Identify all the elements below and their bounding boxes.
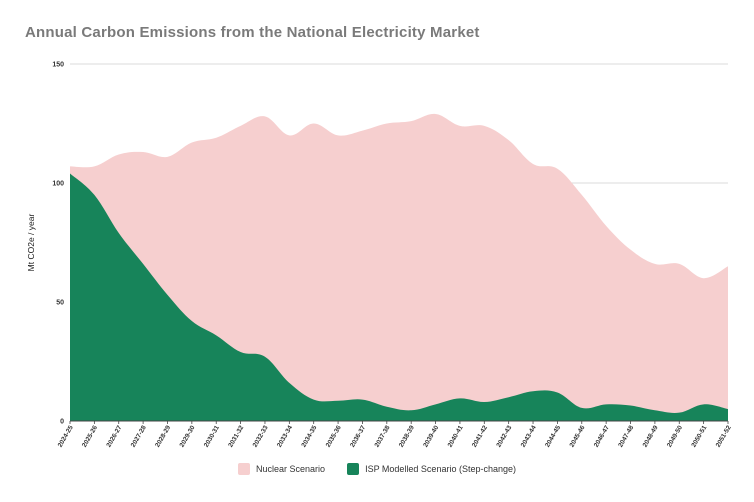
x-tick-label: 2042-43 (495, 424, 513, 448)
y-tick-label: 50 (56, 300, 64, 307)
x-tick-label: 2029-30 (179, 424, 197, 448)
x-tick-label: 2024-25 (57, 424, 75, 448)
x-tick-label: 2025-26 (81, 424, 99, 448)
x-tick-label: 2028-29 (154, 424, 172, 448)
x-tick-label: 2033-34 (276, 424, 294, 448)
x-tick-label: 2027-28 (130, 424, 148, 448)
x-tick-label: 2041-42 (471, 424, 489, 448)
series-area-isp (70, 173, 728, 421)
x-tick-label: 2036-37 (349, 424, 367, 448)
x-tick-label: 2037-38 (374, 424, 392, 448)
x-tick-label: 2049-50 (666, 424, 684, 448)
x-tick-label: 2051-52 (715, 424, 733, 448)
legend-label-isp: ISP Modelled Scenario (Step-change) (365, 464, 516, 474)
x-tick-label: 2035-36 (325, 424, 343, 448)
y-axis-label: Mt CO2e / year (26, 214, 36, 272)
legend-swatch-isp (347, 463, 360, 475)
x-tick-label: 2045-46 (569, 424, 587, 448)
y-tick-label: 100 (52, 181, 64, 188)
legend-swatch-nuclear (238, 463, 251, 475)
x-tick-label: 2034-35 (300, 424, 318, 448)
legend-label-nuclear: Nuclear Scenario (256, 464, 326, 474)
y-tick-label: 0 (60, 419, 64, 426)
chart-legend: Nuclear Scenario ISP Modelled Scenario (… (0, 463, 754, 475)
x-tick-label: 2050-51 (690, 424, 708, 448)
x-tick-label: 2038-39 (398, 424, 416, 448)
x-tick-label: 2047-48 (617, 424, 635, 448)
y-tick-label: 150 (52, 62, 64, 69)
x-tick-label: 2044-45 (544, 424, 562, 448)
legend-item-isp[interactable]: ISP Modelled Scenario (Step-change) (347, 463, 516, 475)
legend-item-nuclear[interactable]: Nuclear Scenario (238, 463, 325, 475)
x-tick-label: 2026-27 (105, 424, 123, 448)
series-area-nuclear (70, 113, 728, 422)
chart-title: Annual Carbon Emissions from the Nationa… (25, 24, 480, 41)
x-tick-label: 2046-47 (593, 424, 611, 448)
x-tick-label: 2048-49 (642, 424, 660, 448)
x-tick-label: 2030-31 (203, 424, 221, 448)
x-tick-label: 2040-41 (447, 424, 465, 448)
x-tick-label: 2031-32 (227, 424, 245, 448)
x-tick-label: 2039-40 (422, 424, 440, 448)
x-tick-label: 2043-44 (520, 424, 538, 448)
x-tick-label: 2032-33 (252, 424, 270, 448)
